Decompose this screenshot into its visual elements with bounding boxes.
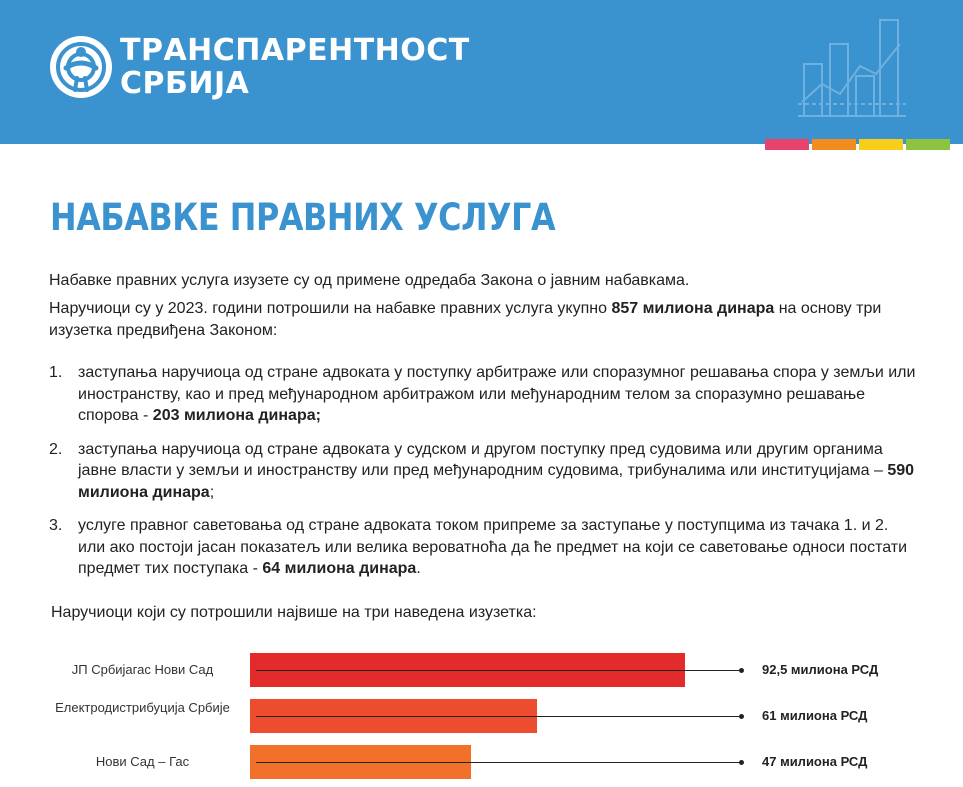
bar-category-label: Нови Сад – Гас	[95, 754, 190, 769]
summary-total: 857 милиона динара	[611, 300, 775, 317]
list-item: 3. услуге правног саветовања од стране а…	[49, 515, 919, 580]
bar-leader-line	[256, 762, 742, 763]
summary-text-end: на основу три изузетка предвиђена Законо…	[49, 300, 882, 339]
list-item: 1. заступања наручиоца од стране адвокат…	[49, 362, 919, 427]
brand-name-line1: ТРАНСПАРЕНТНОСТ	[120, 33, 470, 68]
page-title: НАБАВКЕ ПРАВНИХ УСЛУГА	[50, 196, 556, 239]
bar-value-label: 47 милиона РСД	[762, 754, 868, 769]
chart-caption: Наручиоци који су потрошили највише на т…	[51, 604, 537, 621]
bar-leader-dot	[739, 760, 744, 765]
exceptions-list: 1. заступања наручиоца од стране адвокат…	[49, 362, 919, 592]
summary-paragraph: Наручиоци су у 2023. години потрошили на…	[49, 298, 909, 342]
list-item-amount: 64 милиона динара	[262, 560, 417, 577]
bar-leader-line	[256, 670, 742, 671]
header-banner: ТРАНСПАРЕНТНОСТ СРБИЈА	[0, 0, 963, 144]
list-item-amount: 590 милиона динара	[78, 462, 915, 501]
bar-value-label: 92,5 милиона РСД	[762, 662, 879, 677]
stripe-green	[906, 139, 950, 150]
bar-category-label: ЈП Србијагас Нови Сад	[71, 662, 214, 677]
list-item-text: заступања наручиоца од стране адвоката у…	[78, 364, 916, 424]
intro-paragraph: Набавке правних услуга изузете су од при…	[49, 272, 690, 289]
list-item: 2. заступања наручиоца од стране адвокат…	[49, 439, 919, 504]
bar-leader-dot	[739, 714, 744, 719]
bar-chart-decoration-icon	[798, 19, 906, 117]
list-item-tail: ;	[209, 483, 215, 501]
list-item-text: услуге правног саветовања од стране адво…	[78, 517, 908, 577]
list-item-number: 2.	[49, 440, 63, 458]
stripe-yellow	[859, 139, 903, 150]
transparency-logo-icon	[50, 36, 112, 98]
list-item-number: 1.	[49, 364, 63, 381]
list-item-amount: 203 милиона динара;	[152, 407, 321, 424]
spending-bar-chart: ЈП Србијагас Нови Сад 92,5 милиона РСД Еле…	[0, 640, 963, 787]
bar-leader-dot	[739, 668, 744, 673]
list-item-number: 3.	[49, 517, 63, 534]
summary-text: Наручиоци су у 2023. години потрошили на…	[49, 300, 612, 317]
brand-logo[interactable]: ТРАНСПАРЕНТНОСТ СРБИЈА	[48, 34, 470, 100]
stripe-pink	[765, 139, 809, 150]
list-item-tail: .	[416, 560, 421, 577]
stripe-orange	[812, 139, 856, 150]
brand-name-line2: СРБИЈА	[120, 66, 250, 101]
brand-name: ТРАНСПАРЕНТНОСТ СРБИЈА	[120, 34, 470, 100]
bar-value-label: 61 милиона РСД	[762, 708, 868, 723]
color-stripes	[765, 139, 953, 150]
bar-category-label: Електродистрибуција Србије	[55, 700, 230, 715]
list-item-text: заступања наручиоца од стране адвоката у…	[78, 440, 888, 480]
bar-leader-line	[256, 716, 742, 717]
